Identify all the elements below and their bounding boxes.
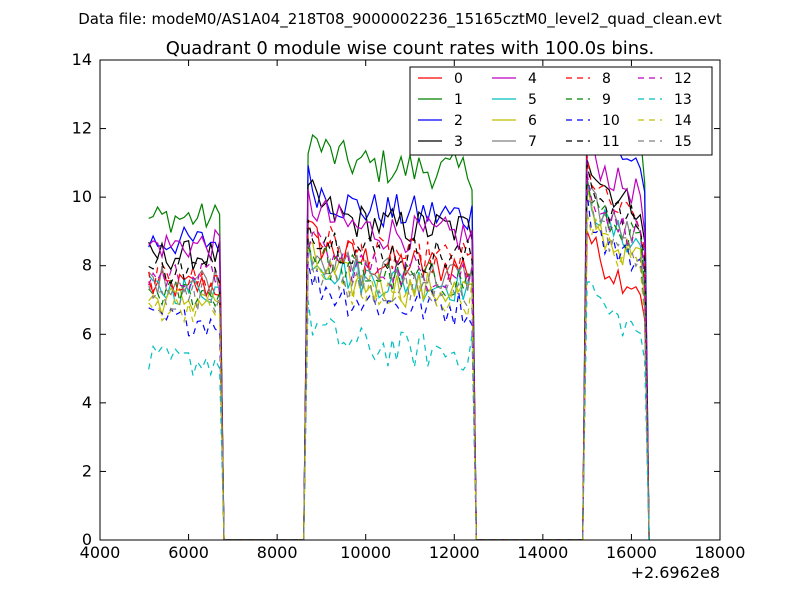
x-tick-label: 12000	[429, 543, 480, 562]
series-line-13	[148, 281, 650, 540]
x-tick-label: 14000	[517, 543, 568, 562]
legend-label-4: 4	[528, 71, 537, 87]
legend-label-6: 6	[528, 113, 537, 129]
x-tick-label: 4000	[80, 543, 121, 562]
legend-label-11: 11	[602, 134, 620, 150]
legend-label-7: 7	[528, 134, 537, 150]
x-tick-label: 16000	[606, 543, 657, 562]
y-tick-label: 12	[72, 119, 92, 138]
x-offset-label: +2.6962e8	[631, 563, 720, 582]
series-line-10	[148, 192, 650, 540]
legend-label-2: 2	[454, 113, 463, 129]
axis-ticks: 4000 6000 8000 10000 12000 14000 16000 18000 0 2 4…	[72, 50, 746, 562]
plot-frame	[99, 59, 721, 541]
series-line-11	[148, 164, 650, 540]
x-tick-label: 8000	[257, 543, 298, 562]
y-tick-label: 10	[72, 187, 92, 206]
chart-title: Quadrant 0 module wise count rates with …	[166, 38, 655, 59]
series-line-15	[148, 197, 650, 540]
legend-label-3: 3	[454, 134, 463, 150]
legend-label-13: 13	[674, 92, 692, 108]
x-tick-label: 10000	[340, 543, 391, 562]
series-line-7	[148, 187, 650, 540]
chart-suptitle: Data file: modeM0/AS1A04_218T08_90000022…	[78, 10, 722, 29]
legend-label-8: 8	[602, 71, 611, 87]
legend-label-9: 9	[602, 92, 611, 108]
legend-label-15: 15	[674, 134, 692, 150]
series-layer	[148, 86, 650, 540]
legend-label-12: 12	[674, 71, 692, 87]
y-tick-label: 14	[72, 50, 92, 69]
y-tick-label: 2	[82, 461, 92, 480]
y-tick-label: 0	[82, 530, 92, 549]
legend-label-10: 10	[602, 113, 620, 129]
series-line-4	[148, 134, 650, 540]
series-line-9	[148, 178, 650, 540]
y-tick-label: 6	[82, 324, 92, 343]
legend-box	[409, 66, 713, 156]
legend-label-0: 0	[454, 71, 463, 87]
x-tick-label: 6000	[168, 543, 209, 562]
legend-label-5: 5	[528, 92, 537, 108]
legend-label-14: 14	[674, 113, 692, 129]
y-tick-label: 8	[82, 256, 92, 275]
series-line-3	[148, 159, 650, 540]
x-tick-label: 18000	[695, 543, 746, 562]
y-tick-label: 4	[82, 393, 92, 412]
series-line-12	[148, 173, 650, 540]
legend-label-1: 1	[454, 92, 463, 108]
